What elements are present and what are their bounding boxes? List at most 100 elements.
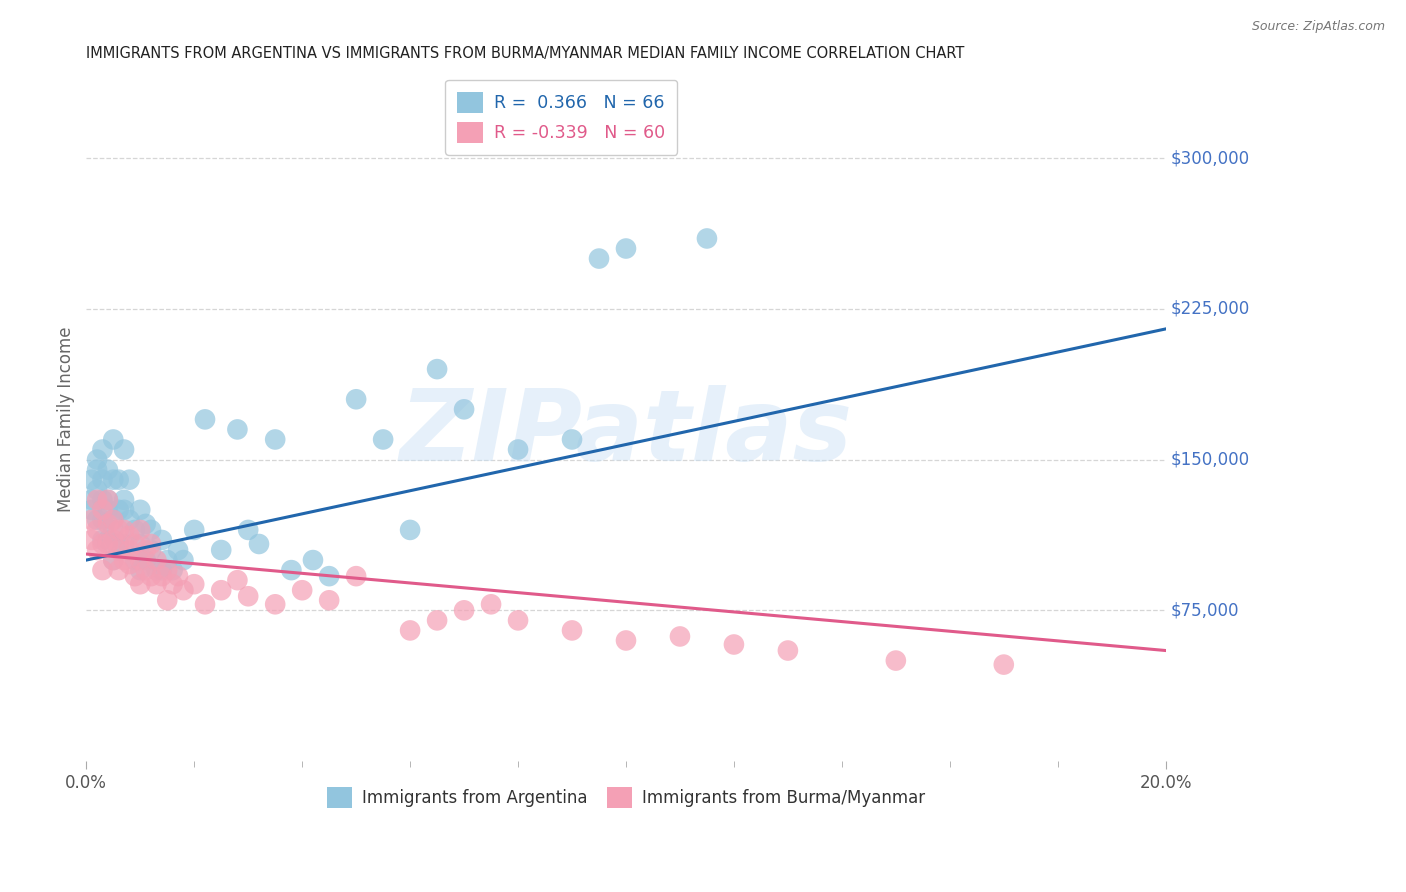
Point — [86, 543, 108, 558]
Point — [129, 523, 152, 537]
Point — [776, 643, 799, 657]
Point — [506, 442, 529, 457]
Point — [86, 462, 108, 476]
Point — [86, 483, 108, 497]
Point — [107, 563, 129, 577]
Point — [156, 563, 179, 577]
Legend: Immigrants from Argentina, Immigrants from Burma/Myanmar: Immigrants from Argentina, Immigrants fr… — [321, 780, 932, 814]
Point — [226, 573, 249, 587]
Point — [97, 492, 120, 507]
Point — [124, 523, 146, 537]
Point — [884, 654, 907, 668]
Point — [194, 597, 217, 611]
Point — [139, 537, 162, 551]
Point — [103, 473, 125, 487]
Point — [561, 624, 583, 638]
Point — [156, 553, 179, 567]
Point — [238, 589, 260, 603]
Point — [86, 513, 108, 527]
Point — [124, 537, 146, 551]
Point — [112, 523, 135, 537]
Point — [162, 577, 184, 591]
Point — [506, 613, 529, 627]
Point — [291, 583, 314, 598]
Point — [145, 577, 167, 591]
Point — [135, 553, 157, 567]
Point — [103, 523, 125, 537]
Point — [479, 597, 502, 611]
Point — [453, 603, 475, 617]
Point — [97, 516, 120, 531]
Point — [124, 553, 146, 567]
Point — [91, 533, 114, 547]
Point — [129, 563, 152, 577]
Point — [80, 492, 103, 507]
Point — [86, 452, 108, 467]
Point — [91, 537, 114, 551]
Point — [86, 523, 108, 537]
Point — [112, 537, 135, 551]
Point — [399, 523, 422, 537]
Point — [453, 402, 475, 417]
Point — [86, 492, 108, 507]
Point — [135, 563, 157, 577]
Point — [129, 537, 152, 551]
Point — [97, 462, 120, 476]
Point — [97, 533, 120, 547]
Point — [103, 513, 125, 527]
Point — [139, 543, 162, 558]
Point — [80, 513, 103, 527]
Point — [723, 638, 745, 652]
Point — [91, 503, 114, 517]
Point — [344, 392, 367, 407]
Text: $75,000: $75,000 — [1171, 601, 1240, 619]
Point — [264, 433, 287, 447]
Text: $300,000: $300,000 — [1171, 149, 1250, 167]
Point — [993, 657, 1015, 672]
Point — [91, 442, 114, 457]
Point — [118, 513, 141, 527]
Point — [118, 557, 141, 571]
Point — [696, 231, 718, 245]
Point — [112, 503, 135, 517]
Point — [162, 563, 184, 577]
Point — [226, 422, 249, 436]
Point — [426, 613, 449, 627]
Point — [118, 473, 141, 487]
Point — [91, 492, 114, 507]
Text: Source: ZipAtlas.com: Source: ZipAtlas.com — [1251, 20, 1385, 33]
Point — [80, 533, 103, 547]
Point — [112, 442, 135, 457]
Point — [112, 553, 135, 567]
Point — [112, 492, 135, 507]
Y-axis label: Median Family Income: Median Family Income — [58, 326, 75, 512]
Point — [614, 633, 637, 648]
Point — [238, 523, 260, 537]
Point — [97, 492, 120, 507]
Point — [80, 473, 103, 487]
Point — [209, 583, 232, 598]
Point — [172, 553, 194, 567]
Point — [280, 563, 302, 577]
Point — [167, 543, 190, 558]
Point — [107, 473, 129, 487]
Point — [107, 523, 129, 537]
Text: IMMIGRANTS FROM ARGENTINA VS IMMIGRANTS FROM BURMA/MYANMAR MEDIAN FAMILY INCOME : IMMIGRANTS FROM ARGENTINA VS IMMIGRANTS … — [86, 46, 965, 62]
Point — [156, 593, 179, 607]
Point — [103, 553, 125, 567]
Point — [183, 523, 205, 537]
Point — [669, 630, 692, 644]
Point — [91, 473, 114, 487]
Point — [145, 563, 167, 577]
Point — [103, 433, 125, 447]
Point — [318, 593, 340, 607]
Point — [209, 543, 232, 558]
Point — [167, 569, 190, 583]
Point — [614, 242, 637, 256]
Point — [80, 503, 103, 517]
Point — [318, 569, 340, 583]
Text: $150,000: $150,000 — [1171, 450, 1250, 468]
Point — [426, 362, 449, 376]
Point — [129, 503, 152, 517]
Text: $225,000: $225,000 — [1171, 300, 1250, 318]
